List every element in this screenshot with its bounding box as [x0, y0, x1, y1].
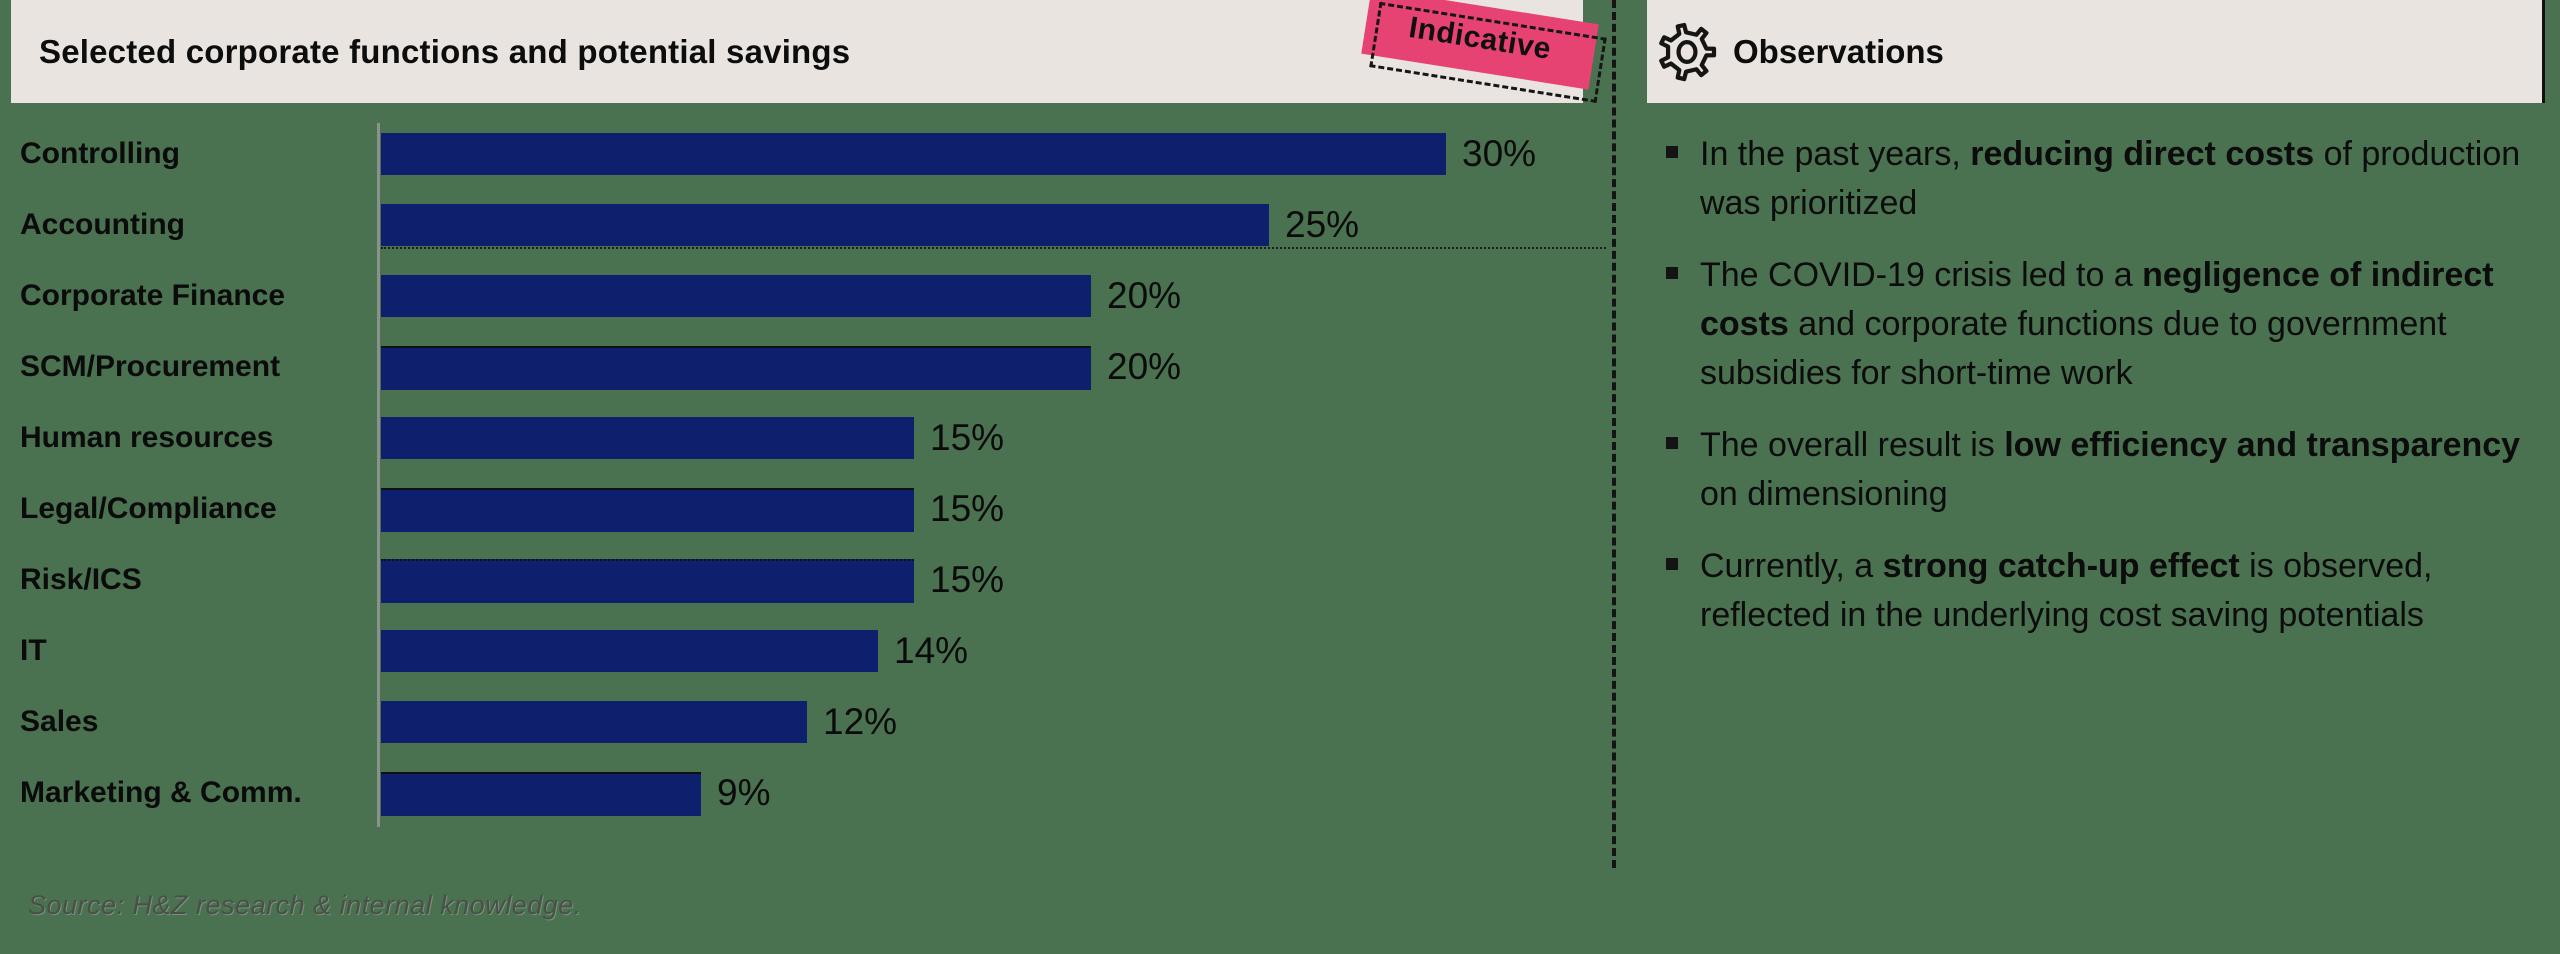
square-bullet-icon [1666, 558, 1678, 570]
bar-category-label: Accounting [20, 208, 185, 241]
observation-text: Currently, a strong catch-up effect is o… [1700, 547, 2433, 634]
observation-text: The overall result is low efficiency and… [1700, 426, 2521, 513]
chart-axis-line [377, 123, 380, 827]
bar-category-label: Corporate Finance [20, 279, 286, 312]
bar-value-label: 9% [717, 772, 771, 813]
bar [381, 417, 914, 459]
observation-text: The COVID-19 crisis led to a negligence … [1700, 256, 2494, 392]
bar-value-label: 12% [823, 701, 898, 742]
bar [381, 772, 701, 816]
bar-category-label: Human resources [20, 421, 274, 454]
bar [381, 701, 807, 743]
bar-value-label: 15% [930, 488, 1005, 529]
observation-text: In the past years, reducing direct costs… [1700, 135, 2521, 222]
bar [381, 275, 1091, 317]
bar-value-label: 25% [1285, 204, 1360, 245]
bar-row: Controlling 30% [0, 133, 1612, 175]
bar-row: Marketing & Comm. 9% [0, 772, 1612, 816]
bar-row: Corporate Finance 20% [0, 275, 1612, 317]
observations-header-band: Observations [1647, 0, 2545, 103]
observation-item: The COVID-19 crisis led to a negligence … [1666, 251, 2544, 398]
observation-item: The overall result is low efficiency and… [1666, 421, 2544, 519]
chart-title-band: Selected corporate functions and potenti… [11, 0, 1583, 103]
observation-item: Currently, a strong catch-up effect is o… [1666, 542, 2544, 640]
bar [381, 559, 914, 603]
bar [381, 630, 878, 672]
observation-item: In the past years, reducing direct costs… [1666, 130, 2544, 228]
square-bullet-icon [1666, 437, 1678, 449]
bar-category-label: Controlling [20, 137, 180, 170]
bar-row: Sales 12% [0, 701, 1612, 743]
dashed-divider-line [1612, 0, 1616, 868]
bar [381, 204, 1269, 246]
bar-category-label: Legal/Compliance [20, 492, 277, 525]
bar-value-label: 14% [894, 630, 969, 671]
source-note: Source: H&Z research & internal knowledg… [28, 890, 582, 920]
bar-value-label: 20% [1107, 346, 1182, 387]
bar-category-label: IT [20, 634, 47, 667]
bar [381, 346, 1091, 390]
bar-value-label: 20% [1107, 275, 1182, 316]
indicative-badge-label: Indicative [1406, 10, 1554, 67]
observations-list: In the past years, reducing direct costs… [1666, 130, 2544, 663]
bar-category-label: Sales [20, 705, 99, 738]
bar-row: Risk/ICS 15% [0, 559, 1612, 603]
bar [381, 488, 914, 532]
square-bullet-icon [1666, 146, 1678, 158]
chart-title: Selected corporate functions and potenti… [39, 32, 851, 70]
square-bullet-icon [1666, 267, 1678, 279]
bar-chart: Controlling 30% Accounting 25% Corporate Fin… [0, 103, 1612, 854]
bar-category-label: Marketing & Comm. [20, 776, 302, 809]
bar-value-label: 15% [930, 559, 1005, 600]
bar-row: SCM/Procurement 20% [0, 346, 1612, 390]
bar-category-label: Risk/ICS [20, 563, 142, 596]
gear-icon [1659, 22, 1717, 81]
bar-row: Legal/Compliance 15% [0, 488, 1612, 532]
bar-row: Human resources 15% [0, 417, 1612, 459]
bar-value-label: 30% [1462, 133, 1537, 174]
bar [381, 133, 1446, 175]
bar-value-label: 15% [930, 417, 1005, 458]
observations-title: Observations [1733, 32, 1944, 70]
bar-row: Accounting 25% [0, 204, 1612, 246]
bar-row: IT 14% [0, 630, 1612, 672]
dotted-gridline [381, 247, 1606, 249]
bar-category-label: SCM/Procurement [20, 350, 281, 383]
